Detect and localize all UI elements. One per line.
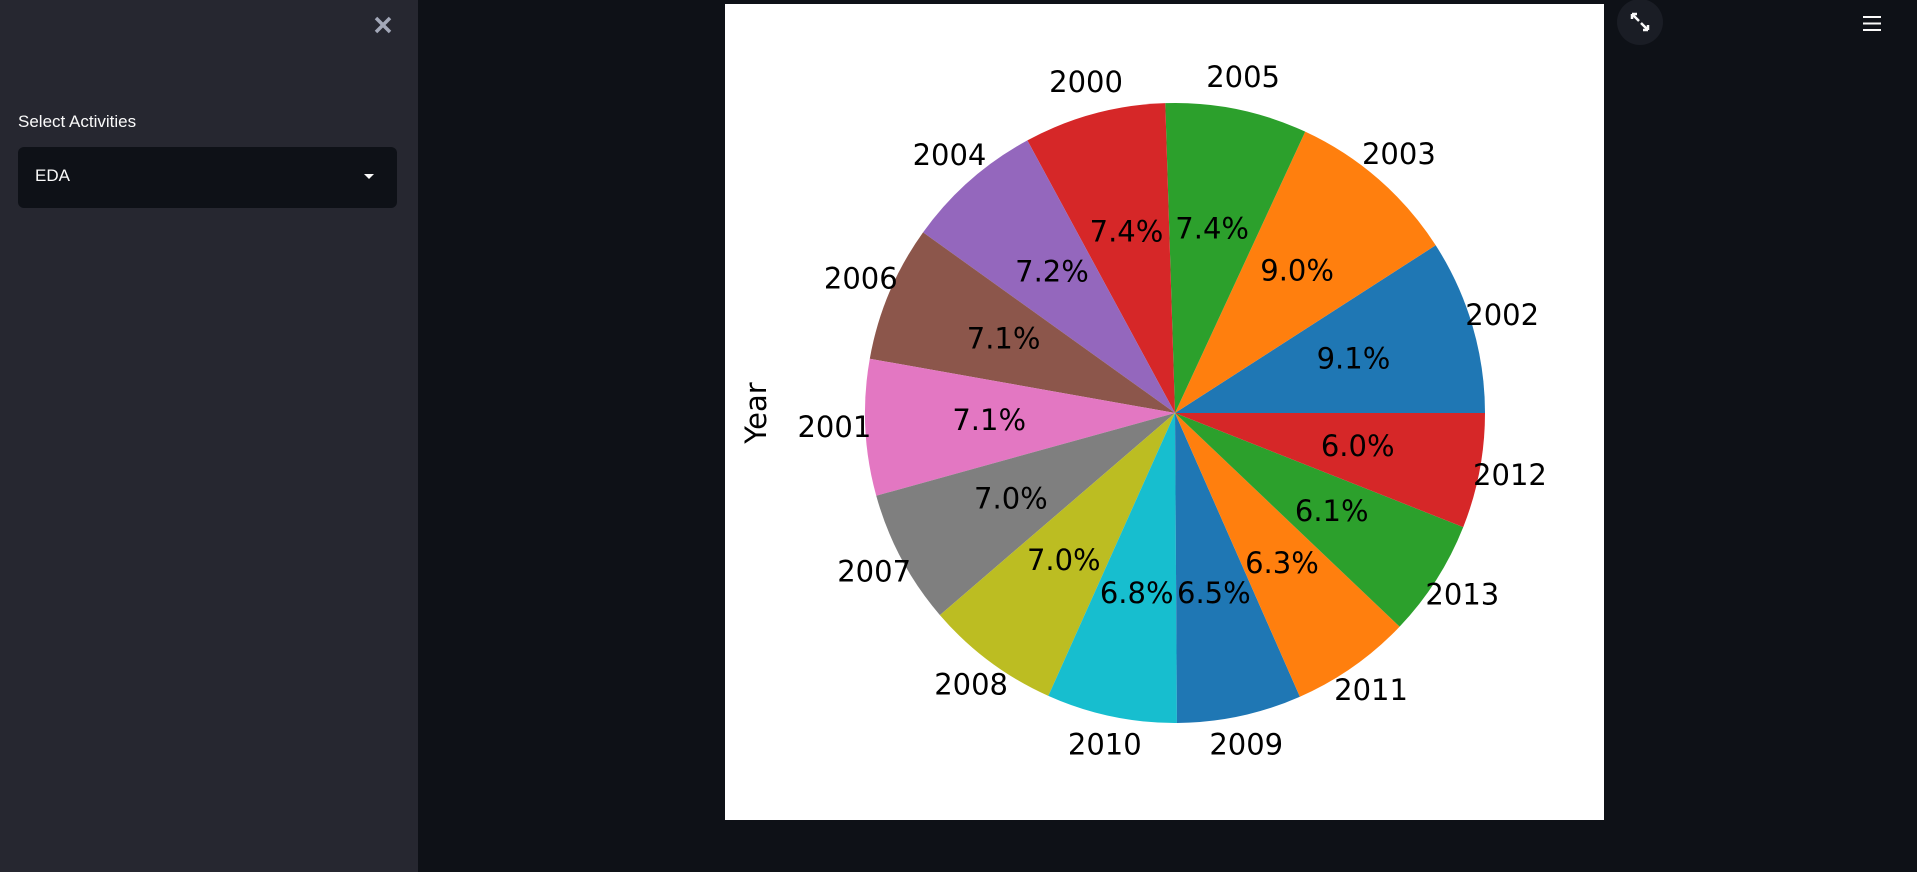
value-label: 7.4% (1175, 212, 1249, 246)
pie-slice (1175, 413, 1400, 697)
value-label: 7.1% (952, 403, 1026, 437)
value-label: 7.2% (1015, 254, 1089, 288)
value-label: 6.1% (1295, 494, 1369, 528)
pie-slice (1175, 413, 1485, 528)
slice-label: 2010 (1068, 728, 1142, 762)
value-label: 7.0% (1027, 543, 1101, 577)
value-label: 6.3% (1245, 546, 1319, 580)
select-label: Select Activities (18, 112, 137, 131)
slice-label: 2011 (1334, 673, 1408, 707)
slice-label: 2009 (1209, 727, 1283, 761)
slice-label: 2013 (1425, 578, 1499, 612)
pie-slice (1175, 413, 1464, 627)
sidebar: Select Activities EDA (0, 0, 418, 872)
pie-slice (1175, 245, 1485, 413)
pie-slice (1175, 413, 1300, 723)
pie-chart: Year 2002 9.1% 2003 9.0% 2005 7.4% 2000 7.4% 200… (725, 4, 1604, 820)
value-label: 7.4% (1090, 214, 1164, 248)
y-axis-label: Year (739, 382, 773, 444)
value-label: 6.8% (1100, 576, 1174, 610)
pie-slice (1175, 131, 1436, 414)
pie-slice (876, 413, 1175, 616)
value-label: 9.0% (1260, 254, 1334, 288)
slice-label: 2003 (1362, 137, 1436, 171)
slice-label: 2006 (824, 262, 898, 296)
menu-button[interactable] (1862, 15, 1882, 32)
dropdown-arrow (364, 174, 374, 179)
slice-label: 2008 (934, 667, 1008, 701)
value-label: 9.1% (1317, 342, 1391, 376)
pie-slice (939, 413, 1175, 696)
close-sidebar[interactable] (373, 15, 393, 35)
value-label: 7.0% (974, 482, 1048, 516)
slice-label: 2004 (913, 138, 987, 172)
value-label: 6.5% (1177, 576, 1251, 610)
pie-slice (923, 140, 1175, 414)
select-box[interactable]: EDA (18, 147, 397, 208)
pie-slice (1027, 103, 1175, 414)
slice-label: 2000 (1049, 65, 1123, 99)
pie-slice (1165, 103, 1306, 413)
pie-slice (865, 358, 1175, 496)
pie-slice (869, 232, 1175, 413)
value-label: 7.1% (967, 322, 1041, 356)
slice-label: 2001 (797, 410, 871, 444)
pie-slice (1048, 413, 1177, 723)
slice-label: 2002 (1465, 298, 1539, 332)
value-label: 6.0% (1321, 429, 1395, 463)
select-value: EDA (35, 166, 70, 185)
slice-label: 2012 (1473, 458, 1547, 492)
fullscreen-button[interactable] (1616, 0, 1665, 46)
slice-label: 2005 (1206, 60, 1280, 94)
slice-label: 2007 (837, 555, 911, 589)
